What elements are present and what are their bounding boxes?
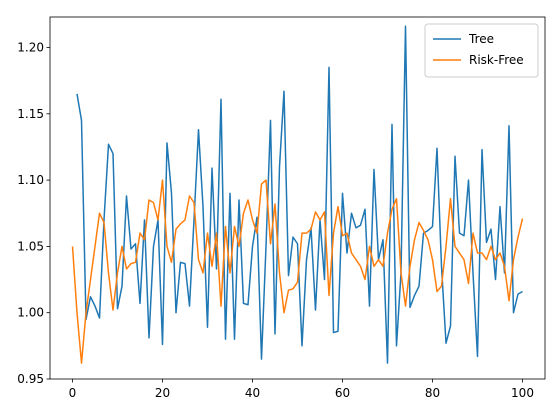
- y-tick-label: 1.05: [17, 239, 44, 253]
- x-tick-label: 0: [69, 386, 77, 400]
- y-tick-label: 0.95: [17, 372, 44, 386]
- y-tick-label: 1.10: [17, 173, 44, 187]
- x-tick-label: 20: [155, 386, 170, 400]
- x-tick-label: 100: [511, 386, 534, 400]
- y-tick-label: 1.20: [17, 40, 44, 54]
- line-series: [76, 25, 523, 364]
- y-tick-label: 1.00: [17, 306, 44, 320]
- x-tick-label: 60: [335, 386, 350, 400]
- legend-box: [424, 23, 539, 78]
- x-tick-label: 80: [425, 386, 440, 400]
- y-tick-label: 1.15: [17, 107, 44, 121]
- line-series: [71, 179, 524, 364]
- legend-label: Tree: [468, 32, 494, 46]
- axes-frame: [49, 16, 546, 380]
- x-tick-label: 40: [245, 386, 260, 400]
- legend-label: Risk-Free: [469, 53, 524, 67]
- legend: Tree Risk-Free: [424, 23, 539, 78]
